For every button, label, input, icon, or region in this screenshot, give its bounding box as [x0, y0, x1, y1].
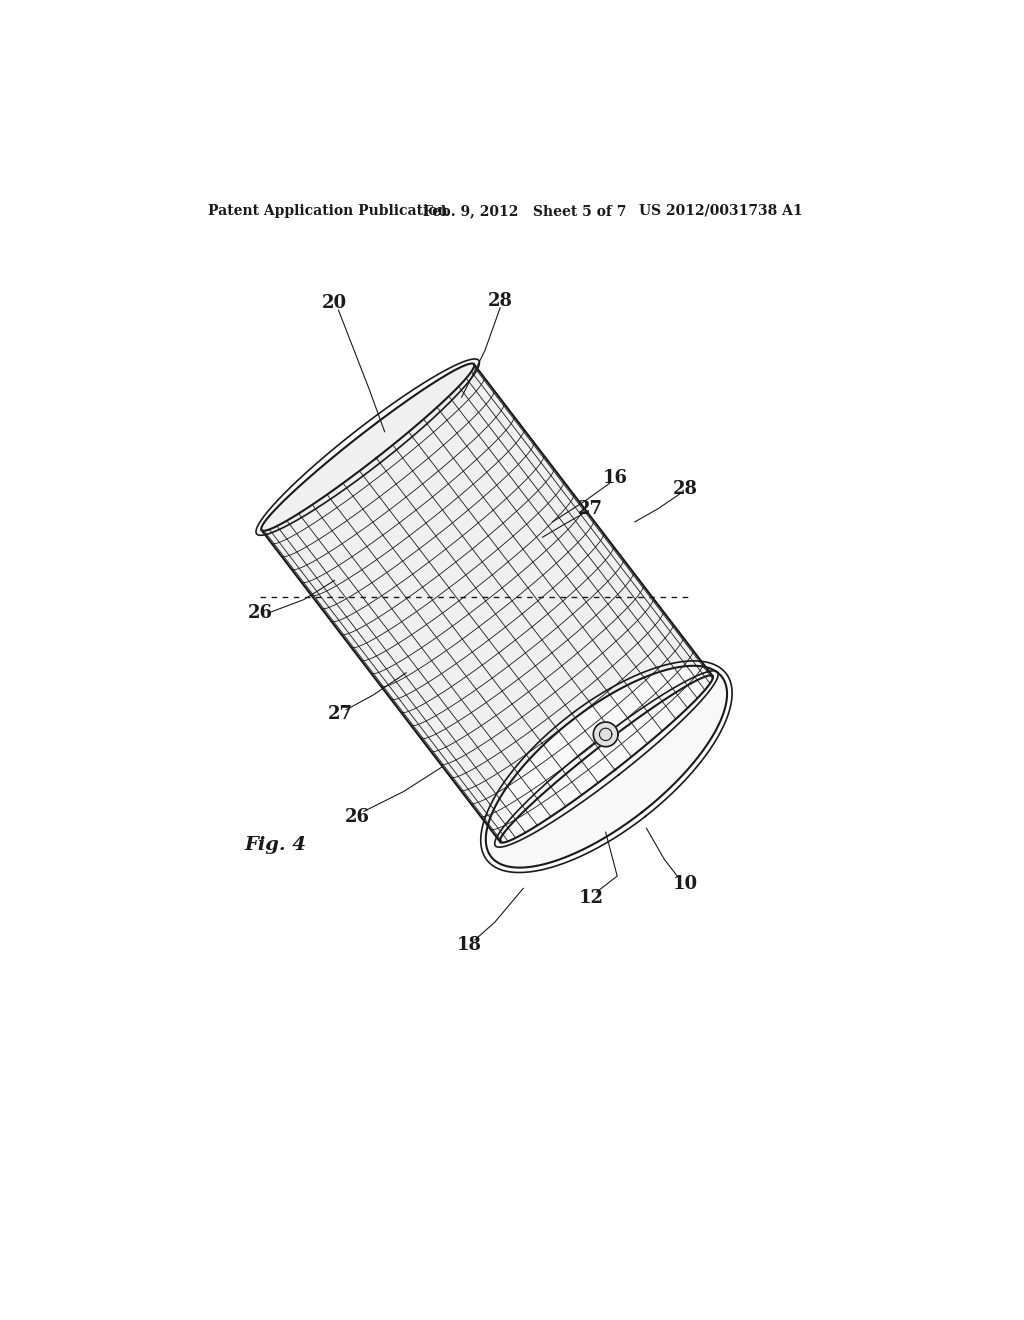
Polygon shape — [261, 363, 474, 531]
Polygon shape — [485, 665, 727, 867]
Text: 27: 27 — [328, 705, 352, 723]
Text: US 2012/0031738 A1: US 2012/0031738 A1 — [639, 203, 803, 218]
Polygon shape — [593, 722, 617, 747]
Polygon shape — [261, 364, 713, 842]
Text: 27: 27 — [578, 500, 603, 517]
Text: 28: 28 — [487, 292, 513, 310]
Text: 26: 26 — [345, 808, 371, 826]
Text: 16: 16 — [603, 469, 628, 487]
Text: 28: 28 — [673, 480, 697, 499]
Text: Feb. 9, 2012   Sheet 5 of 7: Feb. 9, 2012 Sheet 5 of 7 — [423, 203, 627, 218]
Text: 26: 26 — [248, 603, 272, 622]
Text: 10: 10 — [673, 875, 697, 892]
Text: Fig. 4: Fig. 4 — [245, 837, 306, 854]
Text: 20: 20 — [322, 294, 347, 312]
Text: Patent Application Publication: Patent Application Publication — [208, 203, 447, 218]
Text: 18: 18 — [457, 936, 482, 954]
Text: 12: 12 — [579, 888, 603, 907]
